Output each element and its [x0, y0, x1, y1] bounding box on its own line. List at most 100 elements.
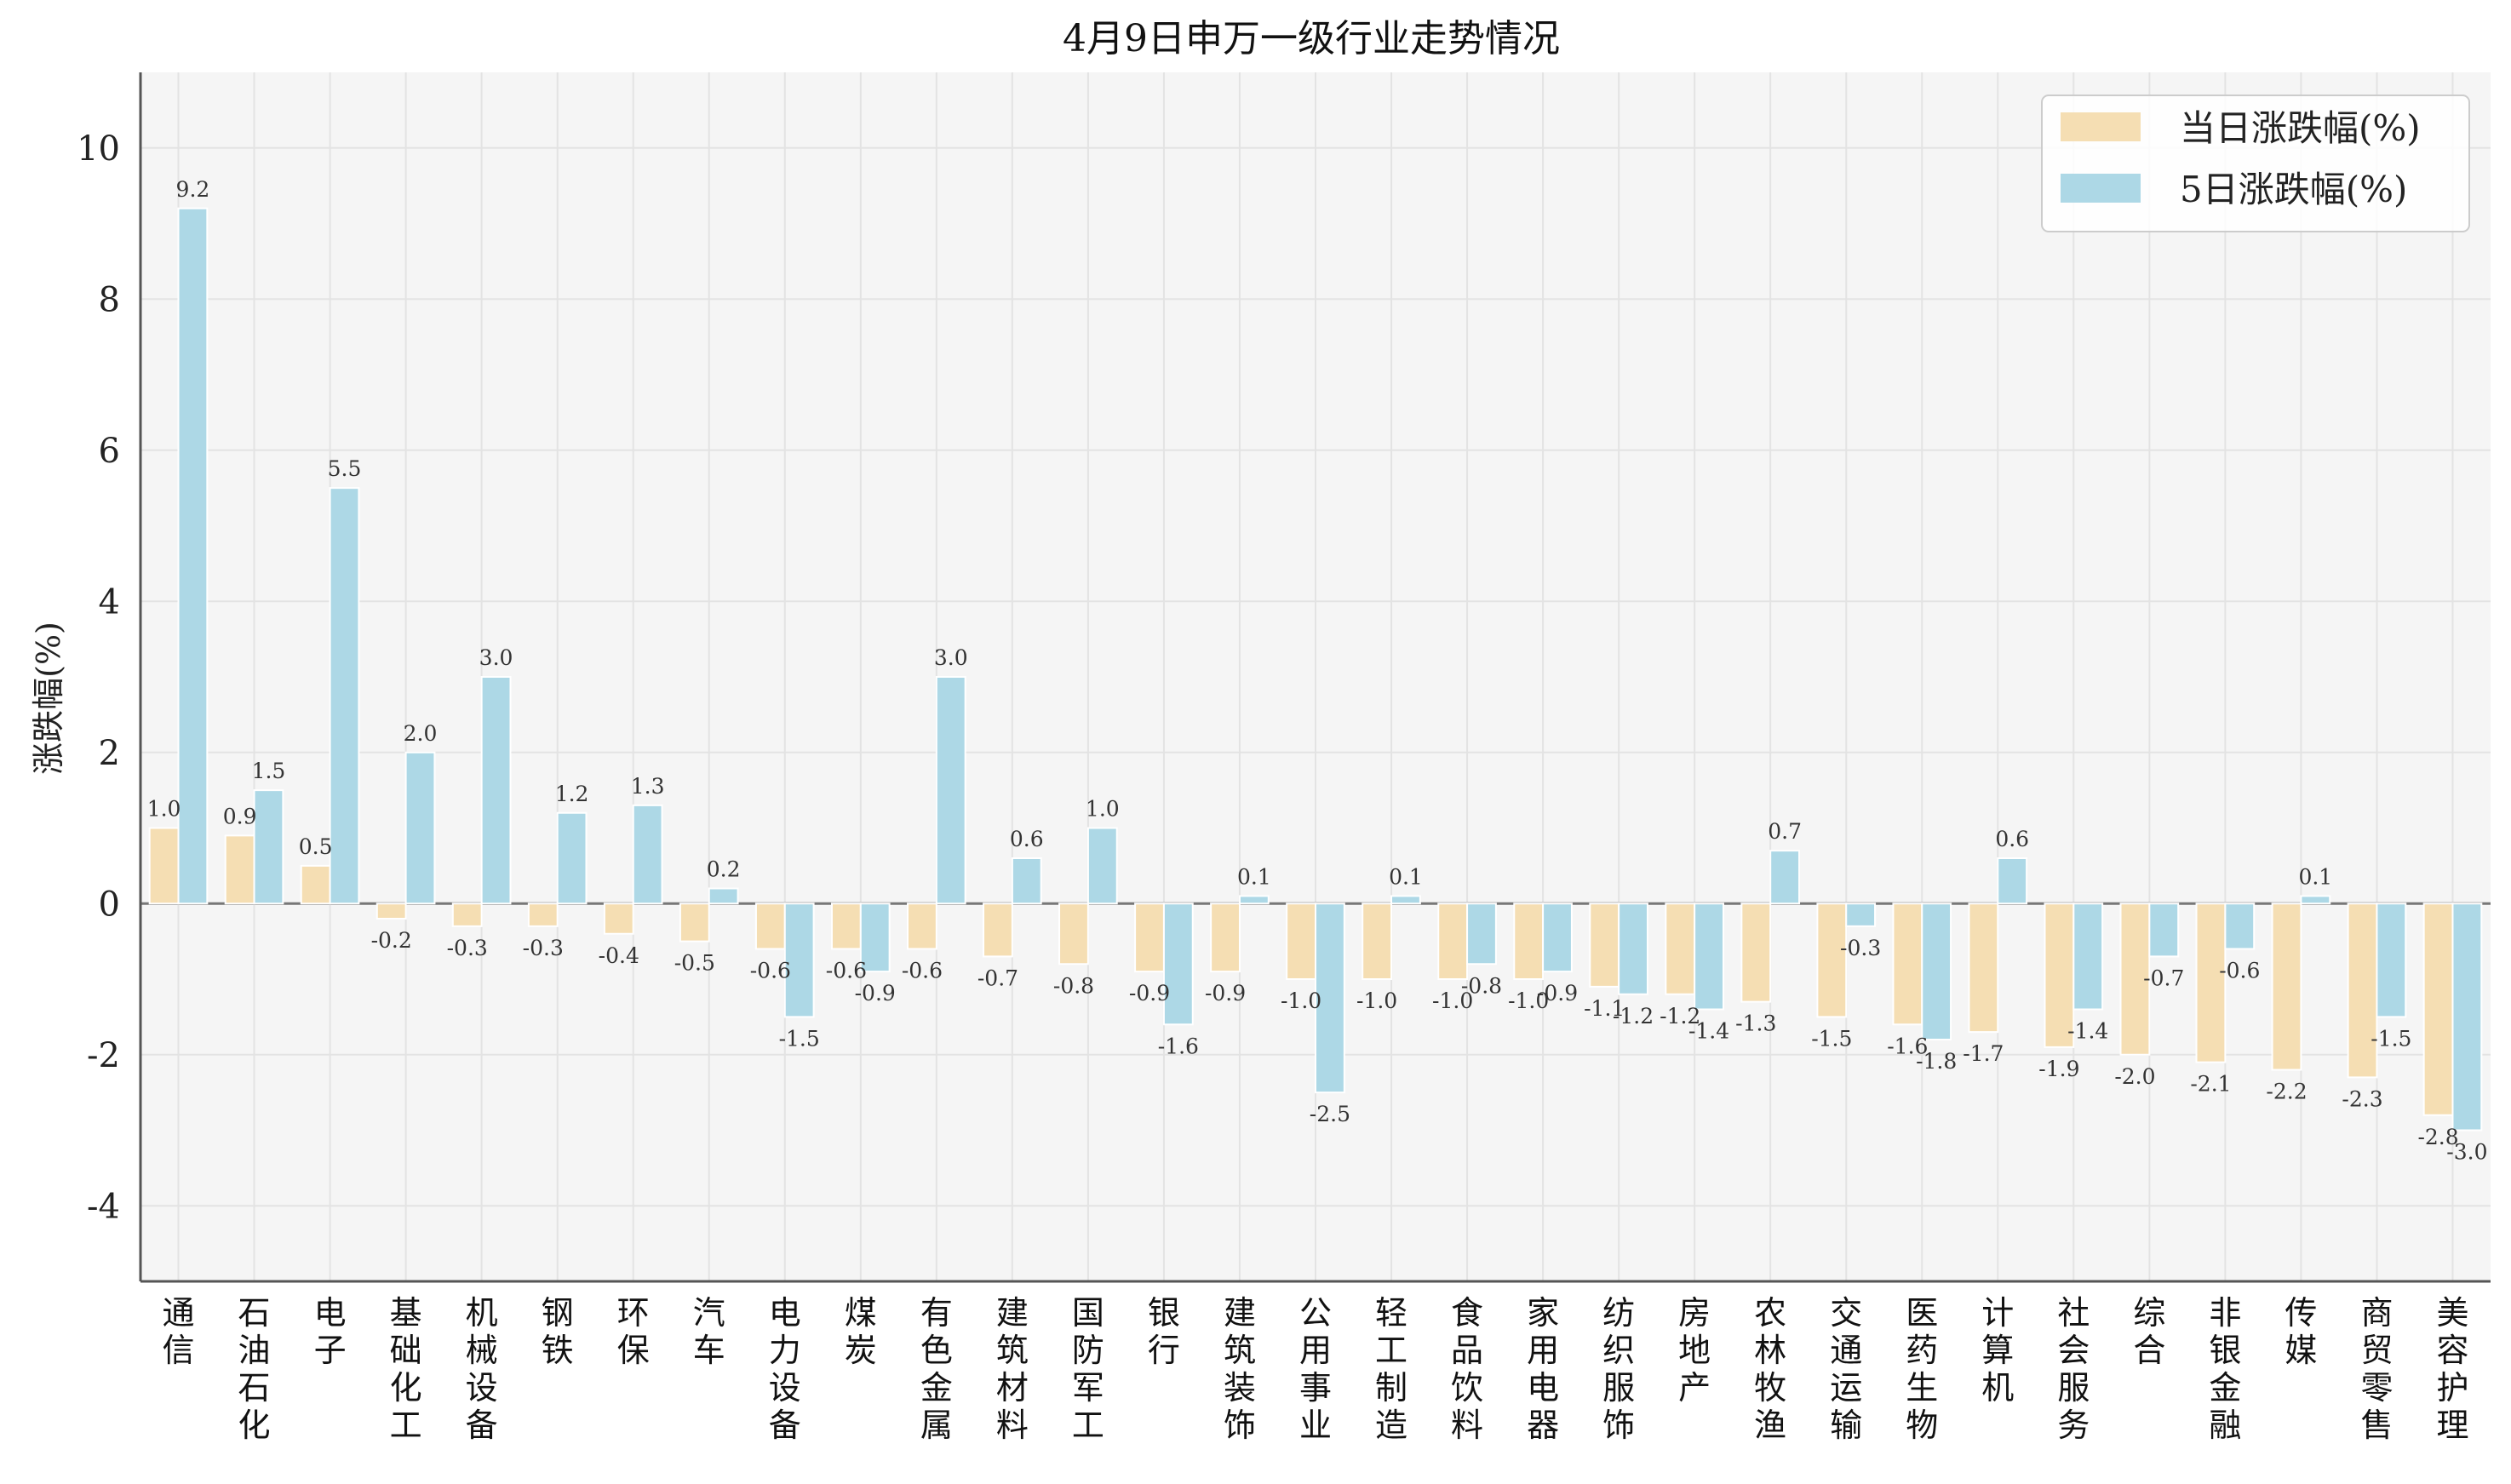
- data-label-5day: 5.5: [328, 456, 362, 481]
- data-label-5day: 0.1: [1389, 864, 1423, 889]
- bar-daily: [1437, 902, 1469, 980]
- x-category-label: 建筑材料: [996, 1294, 1029, 1444]
- x-category-label: 社会服务: [2057, 1294, 2090, 1444]
- data-label-daily: -1.5: [1811, 1026, 1852, 1051]
- data-label-daily: -0.5: [674, 951, 715, 976]
- data-label-5day: -0.8: [1461, 973, 1502, 998]
- bar-daily: [1058, 902, 1089, 965]
- data-label-daily: -2.3: [2342, 1086, 2382, 1111]
- data-label-daily: -2.8: [2417, 1125, 2458, 1149]
- data-label-daily: -0.3: [523, 936, 564, 960]
- legend-swatch-5day: [2061, 174, 2141, 203]
- bar-daily: [1134, 902, 1165, 973]
- bar-daily: [754, 902, 786, 950]
- legend: 当日涨跌幅(%) 5日涨跌幅(%): [2041, 95, 2470, 232]
- data-label-5day: 0.2: [707, 857, 741, 882]
- data-label-daily: -1.0: [1432, 988, 1473, 1013]
- bar-daily: [603, 902, 634, 935]
- bar-daily: [2044, 902, 2075, 1048]
- bar-daily: [1589, 902, 1620, 988]
- data-label-5day: 1.3: [631, 774, 665, 799]
- x-category-label: 美容护理: [2436, 1294, 2468, 1444]
- data-label-5day: 0.1: [2298, 864, 2332, 889]
- bar-5day: [2376, 902, 2407, 1018]
- bar-5day: [2148, 902, 2180, 958]
- x-category-label: 农林牧渔: [1754, 1294, 1786, 1444]
- data-label-daily: -1.1: [1584, 996, 1625, 1021]
- data-label-5day: 0.6: [1995, 827, 2029, 851]
- data-label-5day: -1.5: [2371, 1026, 2411, 1051]
- bar-daily: [1740, 902, 1772, 1003]
- x-category-label: 交通运输: [1830, 1294, 1862, 1444]
- data-label-5day: 1.0: [1086, 797, 1120, 822]
- data-label-daily: 1.0: [147, 797, 181, 822]
- data-label-daily: -0.6: [902, 959, 943, 983]
- bar-5day: [1466, 902, 1497, 965]
- data-label-5day: 2.0: [404, 721, 438, 746]
- data-label-5day: -0.7: [2143, 965, 2184, 990]
- bar-daily: [2347, 902, 2378, 1079]
- bar-5day: [935, 676, 966, 905]
- data-label-5day: -1.5: [779, 1026, 820, 1051]
- legend-label-5day: 5日涨跌幅(%): [2180, 169, 2407, 210]
- x-category-label: 基础化工: [390, 1294, 422, 1444]
- bar-5day: [1390, 895, 1421, 905]
- bar-daily: [2119, 902, 2151, 1056]
- y-tick-label: 10: [77, 129, 120, 169]
- x-category-label: 传媒: [2285, 1294, 2317, 1369]
- data-label-daily: -2.1: [2190, 1072, 2231, 1097]
- data-label-daily: -0.7: [977, 965, 1018, 990]
- data-label-5day: -1.4: [1688, 1019, 1729, 1044]
- y-tick-label: 2: [99, 734, 120, 773]
- bar-5day: [1086, 827, 1118, 905]
- bar-5day: [177, 207, 209, 905]
- bar-daily: [830, 902, 862, 950]
- bar-daily: [1892, 902, 1923, 1026]
- data-label-daily: -1.6: [1887, 1034, 1928, 1058]
- legend-swatch-daily: [2061, 112, 2141, 141]
- bar-daily: [451, 902, 483, 927]
- bar-5day: [404, 751, 436, 905]
- bar-daily: [1210, 902, 1241, 973]
- data-label-daily: -1.2: [1660, 1004, 1700, 1028]
- bar-daily: [2422, 902, 2454, 1116]
- x-category-label: 轻工制造: [1375, 1294, 1407, 1444]
- x-category-label: 家用电器: [1527, 1294, 1559, 1444]
- bar-daily: [907, 902, 937, 950]
- bar-daily: [376, 902, 407, 920]
- bar-5day: [2451, 902, 2483, 1132]
- bar-daily: [983, 902, 1013, 958]
- data-label-5day: -1.6: [1158, 1034, 1199, 1058]
- bar-5day: [2072, 902, 2104, 1011]
- bar-daily: [1816, 902, 1848, 1018]
- x-category-label: 国防军工: [1072, 1294, 1104, 1444]
- x-category-label: 电力设备: [769, 1294, 801, 1444]
- bar-daily: [224, 834, 255, 905]
- x-category-label: 建筑装饰: [1224, 1294, 1256, 1444]
- x-category-label: 钢铁: [542, 1294, 574, 1369]
- x-category-label: 汽车: [693, 1294, 725, 1369]
- bar-daily: [300, 864, 331, 905]
- data-label-daily: 0.5: [299, 834, 333, 859]
- x-category-label: 有色金属: [920, 1294, 953, 1444]
- data-label-5day: 1.5: [252, 759, 286, 783]
- bar-5day: [480, 676, 512, 905]
- x-category-label: 医药生物: [1906, 1294, 1938, 1444]
- data-label-5day: 3.0: [479, 645, 513, 670]
- bar-5day: [1694, 902, 1724, 1011]
- legend-label-daily: 当日涨跌幅(%): [2180, 107, 2421, 149]
- x-category-label: 环保: [617, 1294, 650, 1369]
- bar-daily: [1513, 902, 1545, 980]
- data-label-5day: 0.1: [1237, 864, 1271, 889]
- x-category-label: 煤炭: [845, 1294, 877, 1369]
- bar-5day: [632, 804, 663, 905]
- data-label-daily: -1.0: [1356, 988, 1397, 1013]
- x-category-label: 纺织服饰: [1602, 1294, 1635, 1444]
- bar-5day: [253, 789, 284, 905]
- data-label-5day: -0.6: [2219, 959, 2260, 983]
- data-label-daily: -1.0: [1508, 988, 1549, 1013]
- data-label-5day: -0.9: [855, 981, 896, 1006]
- bar-5day: [1238, 895, 1270, 905]
